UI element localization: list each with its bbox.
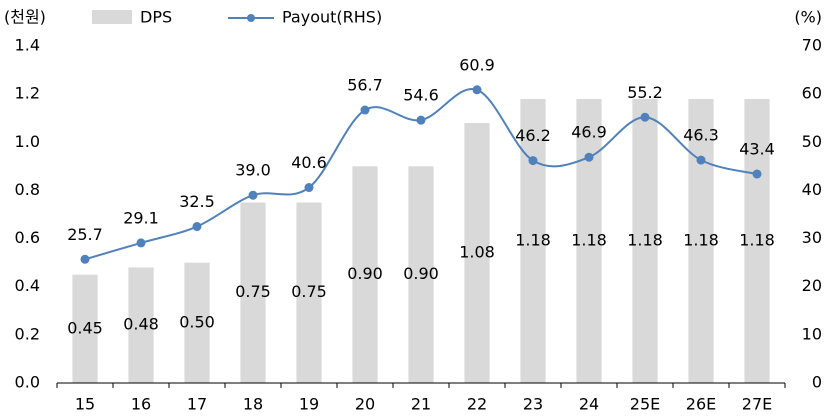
data-label: 60.9 (459, 55, 495, 74)
x-tick-label: 24 (579, 395, 599, 414)
legend-label: Payout(RHS) (282, 8, 382, 27)
data-label: 46.2 (515, 126, 551, 145)
y2-tick-label: 0 (812, 373, 822, 392)
x-tick-label: 18 (243, 395, 263, 414)
data-label: 1.18 (627, 230, 663, 249)
data-label: 29.1 (123, 208, 159, 227)
y2-tick-label: 50 (802, 132, 822, 151)
data-label: 0.50 (179, 312, 215, 331)
legend-label: DPS (140, 8, 172, 27)
x-tick-label: 20 (355, 395, 375, 414)
bar (240, 202, 266, 383)
marker (528, 156, 538, 166)
bar (576, 98, 602, 383)
y-tick-label: 1.4 (15, 36, 40, 55)
bar (408, 166, 434, 383)
data-label: 54.6 (403, 86, 439, 105)
x-tick-label: 23 (523, 395, 543, 414)
x-tick-label: 15 (75, 395, 95, 414)
x-tick-label: 21 (411, 395, 431, 414)
bar (520, 98, 546, 383)
y2-tick-label: 10 (802, 324, 822, 343)
bar (632, 98, 658, 383)
marker (192, 222, 202, 232)
bar (72, 274, 98, 383)
data-label: 1.08 (459, 243, 495, 262)
marker (248, 190, 258, 200)
marker (640, 112, 650, 122)
marker (472, 85, 482, 95)
bar (744, 98, 770, 383)
y-tick-label: 0.8 (15, 180, 40, 199)
legend-swatch (92, 10, 132, 24)
y-tick-label: 0.4 (15, 276, 40, 295)
y-tick-label: 1.2 (15, 84, 40, 103)
marker (696, 155, 706, 165)
bar (464, 123, 490, 384)
y2-tick-label: 30 (802, 228, 822, 247)
y-tick-label: 0.0 (15, 373, 40, 392)
x-tick-label: 27E (742, 395, 772, 414)
bar (296, 202, 322, 383)
data-label: 0.75 (291, 282, 327, 301)
data-label: 1.18 (571, 230, 607, 249)
marker (136, 238, 146, 248)
data-label: 0.75 (235, 282, 271, 301)
marker (416, 115, 426, 125)
marker (360, 105, 370, 115)
data-label: 0.45 (67, 318, 103, 337)
data-label: 55.2 (627, 83, 663, 102)
x-tick-label: 25E (630, 395, 660, 414)
marker (584, 152, 594, 162)
data-label: 39.0 (235, 161, 271, 180)
legend-marker (247, 14, 255, 22)
x-tick-label: 19 (299, 395, 319, 414)
bar (128, 267, 154, 383)
data-label: 0.48 (123, 315, 159, 334)
y-tick-label: 1.0 (15, 132, 40, 151)
data-label: 0.90 (347, 264, 383, 283)
data-label: 1.18 (683, 230, 719, 249)
y2-tick-label: 40 (802, 180, 822, 199)
data-label: 43.4 (739, 140, 775, 159)
y-tick-label: 0.2 (15, 324, 40, 343)
y2-tick-label: 70 (802, 36, 822, 55)
x-tick-label: 17 (187, 395, 207, 414)
x-tick-label: 22 (467, 395, 487, 414)
y2-tick-label: 60 (802, 84, 822, 103)
y2-axis-label: (%) (794, 8, 822, 27)
data-label: 40.6 (291, 153, 327, 172)
data-label: 32.5 (179, 192, 215, 211)
data-label: 1.18 (739, 230, 775, 249)
y-tick-label: 0.6 (15, 228, 40, 247)
marker (304, 183, 314, 193)
marker (752, 169, 762, 179)
y2-tick-label: 20 (802, 276, 822, 295)
data-label: 0.90 (403, 264, 439, 283)
marker (80, 254, 90, 264)
bar (352, 166, 378, 383)
data-label: 56.7 (347, 76, 383, 95)
x-tick-label: 26E (686, 395, 716, 414)
data-label: 46.3 (683, 126, 719, 145)
data-label: 25.7 (67, 225, 103, 244)
x-tick-label: 16 (131, 395, 151, 414)
bar (184, 262, 210, 383)
data-label: 46.9 (571, 123, 607, 142)
bar (688, 98, 714, 383)
data-label: 1.18 (515, 230, 551, 249)
y-axis-label: (천원) (4, 8, 46, 27)
